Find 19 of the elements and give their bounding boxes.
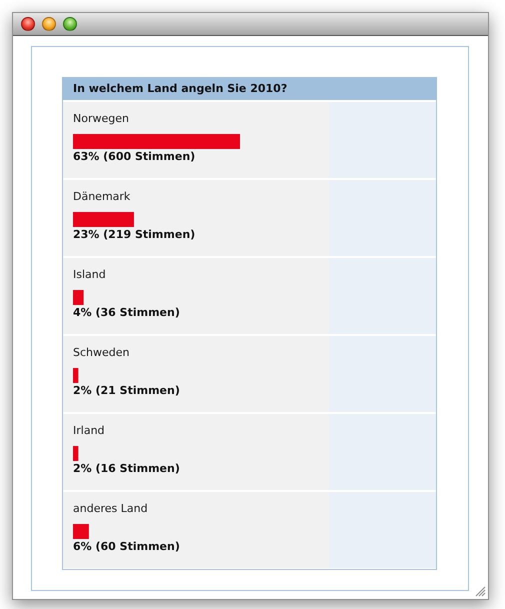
- bar: [73, 290, 84, 305]
- y-tick-label: Dänemark: [73, 190, 131, 203]
- y-tick-label: Norwegen: [73, 112, 129, 125]
- bar: [73, 212, 134, 227]
- bar: [73, 368, 78, 383]
- data-label: 4% (36 Stimmen): [73, 306, 180, 319]
- y-tick-label: Island: [73, 268, 106, 281]
- data-label: 6% (60 Stimmen): [73, 540, 180, 553]
- data-label: 2% (16 Stimmen): [73, 462, 180, 475]
- data-label: 63% (600 Stimmen): [73, 150, 196, 163]
- y-tick-label: anderes Land: [73, 502, 148, 515]
- bar: [73, 446, 78, 461]
- chart-title: In welchem Land angeln Sie 2010?: [73, 82, 288, 95]
- bar: [73, 524, 89, 539]
- bar: [73, 134, 240, 149]
- data-label: 23% (219 Stimmen): [73, 228, 196, 241]
- y-tick-label: Irland: [73, 424, 105, 437]
- data-label: 2% (21 Stimmen): [73, 384, 180, 397]
- y-tick-label: Schweden: [73, 346, 130, 359]
